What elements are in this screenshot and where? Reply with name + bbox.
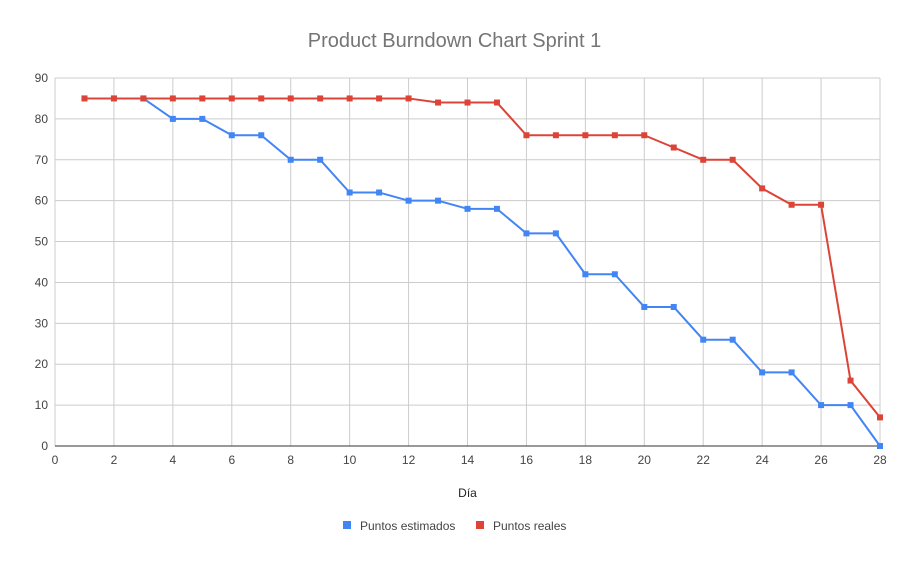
chart-title: Product Burndown Chart Sprint 1: [308, 30, 602, 52]
data-point: [228, 95, 235, 102]
x-tick-label: 6: [228, 453, 235, 467]
y-tick-label: 50: [35, 235, 49, 249]
x-tick-label: 22: [697, 453, 711, 467]
data-point: [641, 132, 648, 139]
data-point: [818, 402, 825, 409]
data-point: [788, 201, 795, 208]
data-point: [228, 132, 235, 139]
data-point: [582, 132, 589, 139]
data-point: [611, 132, 618, 139]
data-point: [670, 144, 677, 151]
x-tick-label: 24: [755, 453, 769, 467]
legend: Puntos estimados Puntos reales: [343, 519, 566, 533]
y-tick-label: 80: [35, 112, 49, 126]
data-point: [611, 271, 618, 278]
data-point: [552, 132, 559, 139]
data-point: [847, 402, 854, 409]
y-tick-label: 40: [35, 275, 49, 289]
data-point: [346, 95, 353, 102]
data-point: [700, 336, 707, 343]
data-point: [759, 185, 766, 192]
x-tick-label: 8: [287, 453, 294, 467]
data-point: [523, 230, 530, 237]
x-tick-label: 28: [873, 453, 887, 467]
legend-swatch: [343, 521, 351, 529]
data-point: [729, 156, 736, 163]
data-point: [405, 95, 412, 102]
x-tick-label: 16: [520, 453, 534, 467]
data-point: [847, 377, 854, 384]
y-tick-label: 70: [35, 153, 49, 167]
data-point: [877, 414, 883, 421]
data-point: [376, 189, 383, 196]
legend-item: Puntos estimados: [343, 519, 455, 533]
data-point: [493, 99, 500, 106]
legend-label: Puntos estimados: [360, 519, 455, 533]
x-axis-label: Día: [458, 486, 477, 500]
grid-lines: [54, 77, 881, 447]
legend-item: Puntos reales: [476, 519, 566, 533]
data-point: [435, 99, 442, 106]
series-lines: [84, 97, 881, 447]
data-point: [258, 95, 265, 102]
data-point: [376, 95, 383, 102]
x-tick-label: 14: [461, 453, 475, 467]
data-point: [169, 95, 176, 102]
y-tick-label: 10: [35, 398, 49, 412]
data-point: [877, 443, 883, 449]
data-point: [552, 230, 559, 237]
data-point: [729, 336, 736, 343]
x-tick-label: 12: [402, 453, 416, 467]
axes: 0 2 4 6 8 10 12 14 16 18 20 22 24 26 28010203040506070…: [35, 71, 887, 467]
data-point: [405, 197, 412, 204]
data-point: [435, 197, 442, 204]
data-points: [81, 95, 883, 449]
data-point: [140, 95, 147, 102]
data-point: [110, 95, 117, 102]
data-point: [700, 156, 707, 163]
data-point: [199, 115, 206, 122]
x-tick-label: 18: [579, 453, 593, 467]
y-tick-label: 20: [35, 357, 49, 371]
y-tick-label: 60: [35, 194, 49, 208]
data-point: [81, 95, 88, 102]
data-point: [287, 156, 294, 163]
data-point: [759, 369, 766, 376]
series-line-1: [84, 97, 881, 447]
data-point: [788, 369, 795, 376]
data-point: [523, 132, 530, 139]
data-point: [346, 189, 353, 196]
data-point: [464, 99, 471, 106]
data-point: [464, 205, 471, 212]
data-point: [493, 205, 500, 212]
y-tick-label: 30: [35, 316, 49, 330]
data-point: [169, 115, 176, 122]
data-point: [582, 271, 589, 278]
data-point: [670, 303, 677, 310]
legend-label: Puntos reales: [493, 519, 566, 533]
y-tick-label: 0: [41, 439, 48, 453]
data-point: [818, 201, 825, 208]
series-line-2: [84, 97, 881, 419]
x-tick-label: 2: [111, 453, 118, 467]
x-tick-label: 10: [343, 453, 357, 467]
data-point: [317, 156, 324, 163]
data-point: [258, 132, 265, 139]
data-point: [287, 95, 294, 102]
data-point: [641, 303, 648, 310]
data-point: [317, 95, 324, 102]
x-tick-label: 26: [814, 453, 828, 467]
y-tick-label: 90: [35, 71, 49, 85]
legend-swatch: [476, 521, 484, 529]
data-point: [199, 95, 206, 102]
x-tick-label: 4: [170, 453, 177, 467]
x-tick-label: 20: [638, 453, 652, 467]
x-tick-label: 0: [52, 453, 59, 467]
